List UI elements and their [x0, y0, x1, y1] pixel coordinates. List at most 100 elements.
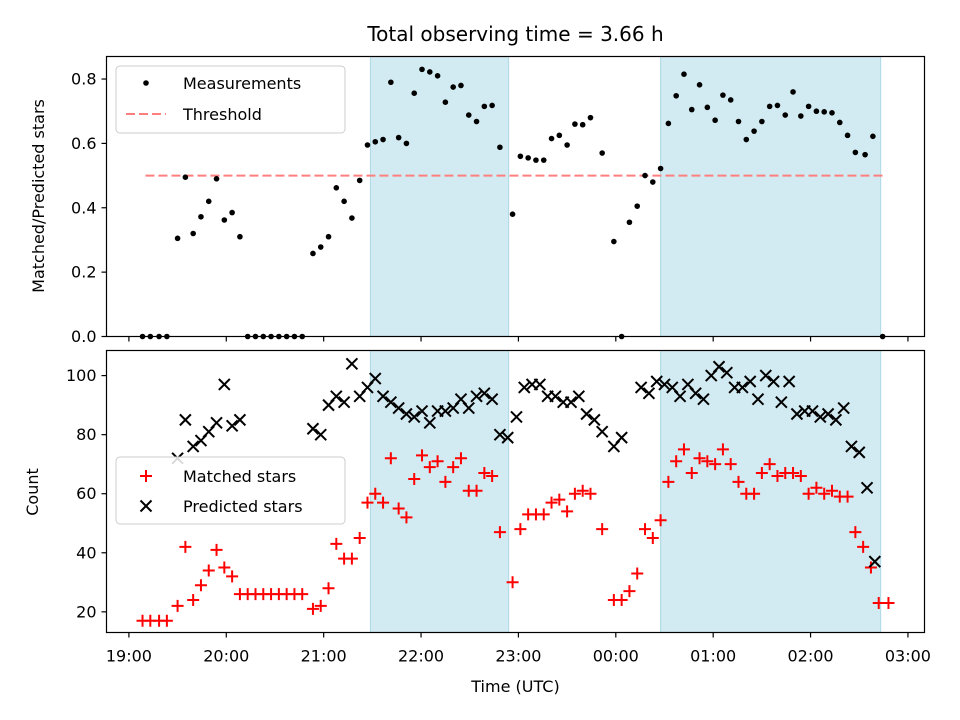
matched-star-point — [802, 487, 815, 500]
measurement-point — [380, 136, 386, 143]
bottom-legend: Matched stars Predicted stars — [115, 456, 346, 525]
measurement-point — [852, 149, 859, 156]
measurement-point — [836, 119, 843, 126]
measurement-point — [642, 172, 648, 179]
measurement-point — [572, 121, 578, 127]
measurement-point — [540, 157, 547, 163]
predicted-star-point — [485, 393, 499, 406]
measurement-point — [673, 92, 679, 99]
matched-star-point — [478, 467, 491, 480]
predicted-star-point — [314, 428, 327, 441]
predicted-star-point — [400, 407, 413, 421]
measurement-point — [174, 235, 181, 242]
predicted-star-point — [743, 375, 757, 388]
shaded-interval-1 — [369, 350, 510, 633]
x-tick-label: 21:00 — [301, 647, 347, 666]
y-tick-label: 80 — [76, 425, 96, 444]
measurement-point — [829, 110, 835, 116]
matched-star-point — [194, 579, 207, 592]
matched-star-point — [296, 588, 309, 601]
y-tick-label: 0.2 — [71, 263, 96, 282]
predicted-star-point — [860, 481, 874, 495]
top-legend: Measurements Threshold — [115, 65, 346, 134]
matched-star-point — [384, 452, 397, 465]
matched-star-point — [361, 496, 374, 509]
matched-star-point — [732, 475, 745, 488]
bottom-y-axis-label: Count — [23, 468, 42, 516]
measurement-point — [317, 244, 324, 250]
measurement-point — [395, 134, 402, 141]
measurement-point — [213, 175, 220, 182]
legend-label-matched: Matched stars — [183, 467, 296, 486]
measurement-point — [727, 97, 734, 103]
measurement-point — [751, 128, 757, 134]
measurement-point — [821, 109, 827, 115]
predicted-star-point — [837, 401, 850, 415]
predicted-star-point — [782, 375, 796, 388]
matched-star-point — [470, 484, 483, 497]
measurement-point — [657, 165, 664, 172]
measurement-point — [688, 106, 695, 113]
predicted-star-point — [330, 390, 343, 403]
predicted-star-point — [615, 431, 628, 444]
measurement-point — [720, 92, 726, 98]
y-tick-label: 100 — [66, 366, 97, 385]
matched-star-point — [561, 505, 574, 518]
matched-star-point — [748, 487, 761, 500]
matched-star-point — [179, 540, 192, 553]
measurement-point — [564, 142, 570, 148]
measurement-point — [556, 132, 563, 139]
measurement-point — [205, 198, 212, 205]
predicted-star-point — [821, 407, 835, 421]
matched-star-point — [171, 599, 184, 612]
predicted-star-point — [868, 555, 882, 568]
predicted-star-point — [673, 390, 687, 403]
matched-star-point — [408, 472, 421, 485]
top-legend-box — [115, 65, 346, 134]
predicted-star-point — [186, 440, 200, 453]
y-tick-label: 0.0 — [71, 327, 96, 346]
measurement-point — [870, 133, 876, 140]
matched-star-point — [596, 523, 609, 536]
predicted-star-point — [337, 395, 351, 409]
measurement-point — [798, 113, 804, 119]
measurement-point — [419, 66, 425, 73]
matched-star-point — [849, 526, 862, 539]
legend-marker-measurements — [143, 80, 149, 86]
predicted-star-point — [478, 387, 491, 400]
shaded-interval-2 — [660, 56, 882, 337]
matched-star-point — [631, 567, 644, 580]
measurement-point — [481, 103, 488, 110]
matched-star-point — [187, 594, 200, 607]
x-tick-label: 22:00 — [398, 647, 444, 666]
measurement-point — [587, 114, 594, 121]
matched-star-point — [763, 458, 776, 471]
x-tick-label: 03:00 — [885, 647, 931, 666]
matched-star-point — [810, 481, 823, 494]
measurement-point — [517, 153, 524, 160]
predicted-star-point — [210, 416, 223, 430]
matched-star-point — [392, 502, 405, 515]
measurement-point — [650, 179, 656, 185]
predicted-star-point — [595, 425, 609, 438]
legend-marker-predicted — [139, 499, 153, 513]
measurement-point — [341, 198, 347, 205]
measurement-point — [805, 103, 812, 110]
predicted-star-point — [423, 416, 437, 430]
measurement-point — [349, 215, 355, 221]
matched-star-point — [431, 455, 444, 468]
y-tick-label: 60 — [76, 484, 96, 503]
matched-star-point — [693, 452, 706, 465]
matched-star-point — [210, 543, 223, 556]
matched-star-point — [716, 443, 729, 456]
bottom-y-axis-ticks: 20 40 60 80 100 — [66, 366, 107, 621]
measurement-point — [525, 155, 531, 161]
predicted-star-point — [233, 413, 247, 427]
measurement-point — [782, 112, 789, 118]
matched-star-point — [701, 455, 714, 468]
matched-star-point — [400, 511, 413, 524]
measurement-point — [364, 142, 371, 148]
predicted-star-point — [642, 387, 656, 400]
measurement-point — [182, 174, 189, 180]
predicted-star-point — [814, 410, 827, 424]
